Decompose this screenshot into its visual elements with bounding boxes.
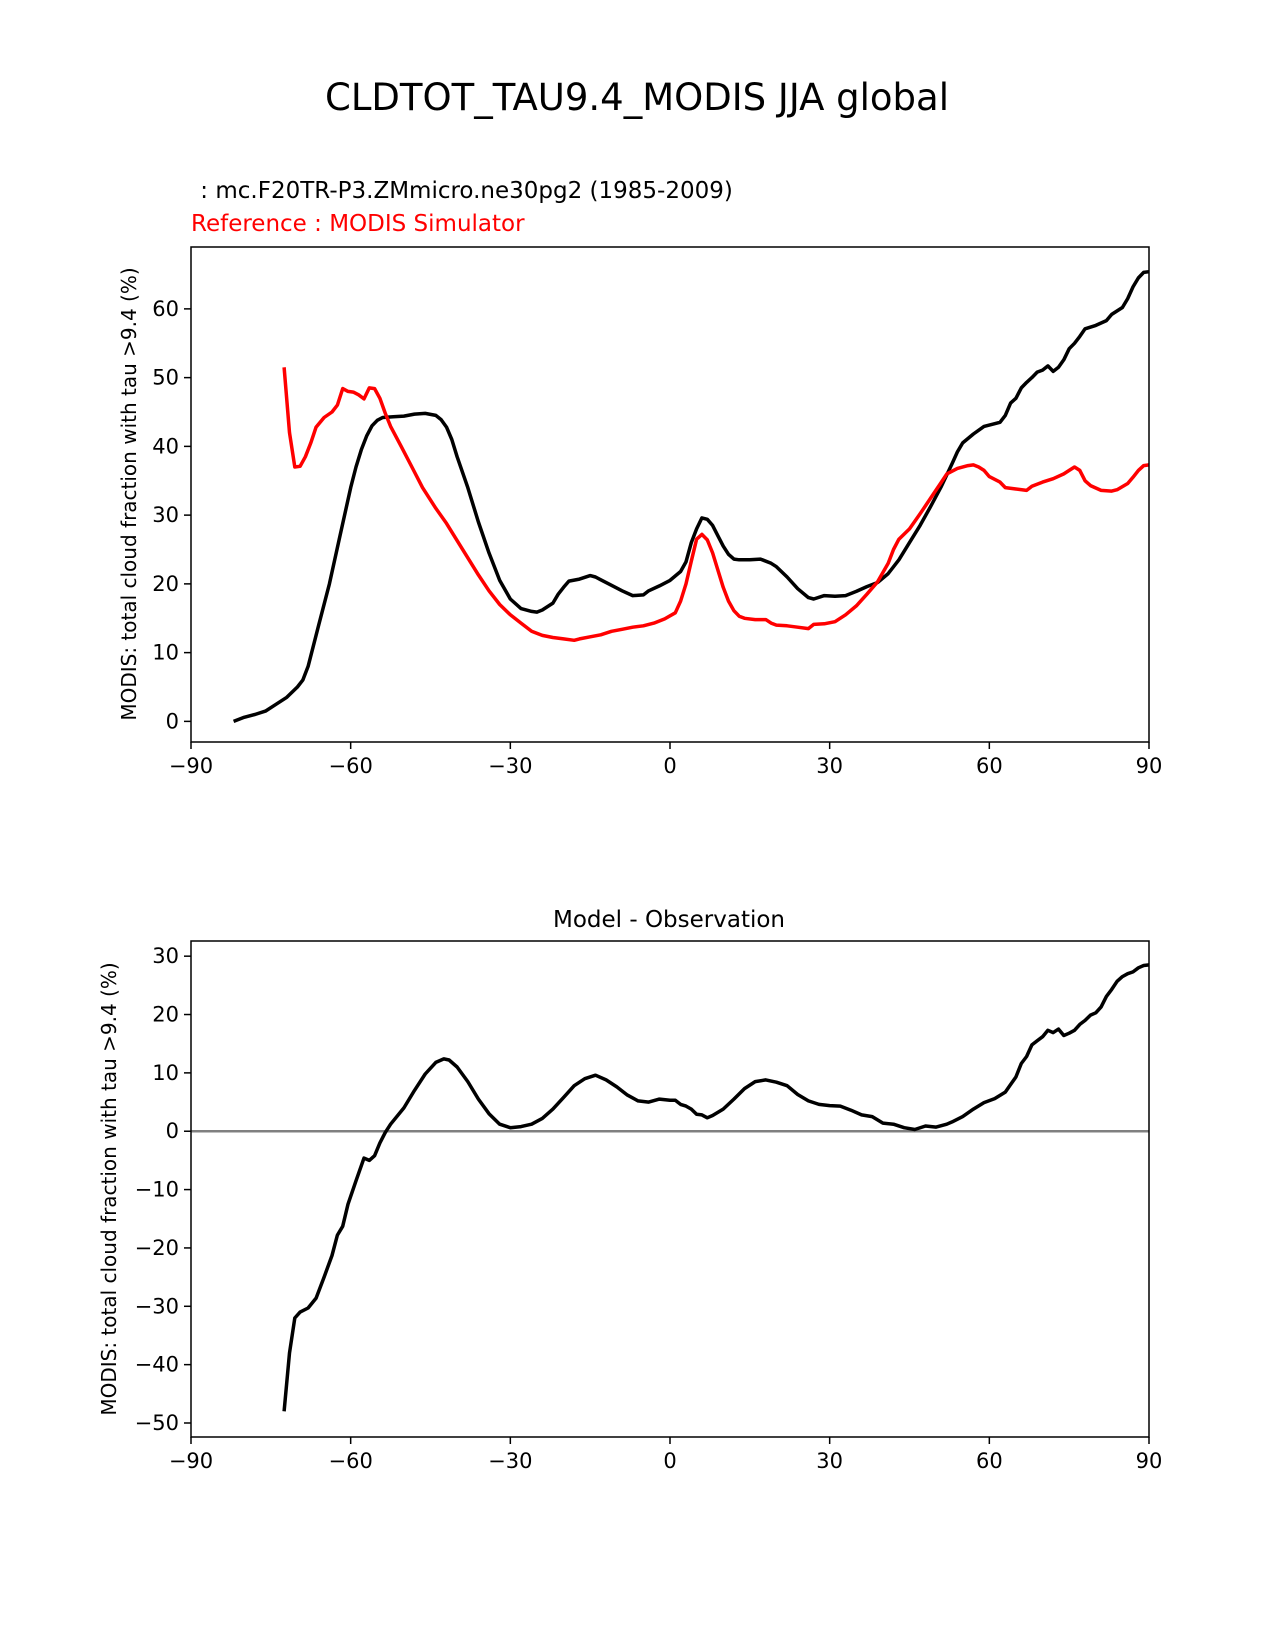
y-tick-label: 20	[152, 572, 179, 596]
x-tick-label: 30	[816, 1449, 843, 1473]
y-tick-label: −20	[135, 1236, 179, 1260]
y-tick-label: 30	[152, 503, 179, 527]
bottom-panel-title: Model - Observation	[553, 907, 785, 933]
top-panel: : mc.F20TR-P3.ZMmicro.ne30pg2 (1985-2009…	[117, 178, 1162, 778]
bottom-x-axis: −90 −60 −30 0 30 60 90	[169, 1437, 1163, 1473]
series-line-test	[232, 269, 1150, 724]
series-line-difference	[282, 963, 1150, 1412]
reference-label: Reference : MODIS Simulator	[191, 211, 525, 237]
x-tick-label: 0	[663, 1449, 676, 1473]
y-tick-label: 0	[166, 1119, 179, 1143]
x-tick-label: 60	[976, 754, 1003, 778]
y-tick-label: 60	[152, 297, 179, 321]
x-tick-label: 60	[976, 1449, 1003, 1473]
y-tick-label: 40	[152, 434, 179, 458]
x-tick-label: −30	[488, 1449, 532, 1473]
x-tick-label: 30	[816, 754, 843, 778]
x-tick-label: 90	[1136, 754, 1163, 778]
y-tick-label: 30	[152, 944, 179, 968]
top-y-axis-label: MODIS: total cloud fraction with tau >9.…	[117, 267, 141, 720]
top-plot-area	[232, 269, 1150, 724]
x-tick-label: −60	[329, 754, 373, 778]
figure-title: CLDTOT_TAU9.4_MODIS JJA global	[325, 76, 949, 119]
x-tick-label: 0	[663, 754, 676, 778]
bottom-y-axis: −50 −40 −30 −20 −10 0 10 20 30	[135, 944, 191, 1435]
y-tick-label: 10	[152, 641, 179, 665]
y-tick-label: −50	[135, 1411, 179, 1435]
x-tick-label: −90	[169, 754, 213, 778]
bottom-y-axis-label: MODIS: total cloud fraction with tau >9.…	[97, 962, 121, 1415]
bottom-panel: Model - Observation −90 −60 −30 0 30 60 90 −50…	[97, 907, 1162, 1473]
y-tick-label: 0	[166, 709, 179, 733]
y-tick-label: −30	[135, 1294, 179, 1318]
y-tick-label: −40	[135, 1353, 179, 1377]
y-tick-label: 50	[152, 366, 179, 390]
y-tick-label: 20	[152, 1003, 179, 1027]
series-line-reference	[282, 367, 1150, 643]
x-tick-label: 90	[1136, 1449, 1163, 1473]
x-tick-label: −30	[488, 754, 532, 778]
bottom-axes-frame	[190, 940, 1150, 1438]
test-label: : mc.F20TR-P3.ZMmicro.ne30pg2 (1985-2009…	[193, 178, 733, 204]
top-y-axis: 0 10 20 30 40 50 60	[152, 297, 191, 733]
y-tick-label: −10	[135, 1178, 179, 1202]
top-axes-frame	[190, 246, 1150, 743]
y-tick-label: 10	[152, 1061, 179, 1085]
x-tick-label: −90	[169, 1449, 213, 1473]
x-tick-label: −60	[329, 1449, 373, 1473]
top-x-axis: −90 −60 −30 0 30 60 90	[169, 742, 1163, 778]
bottom-plot-area	[191, 963, 1150, 1412]
